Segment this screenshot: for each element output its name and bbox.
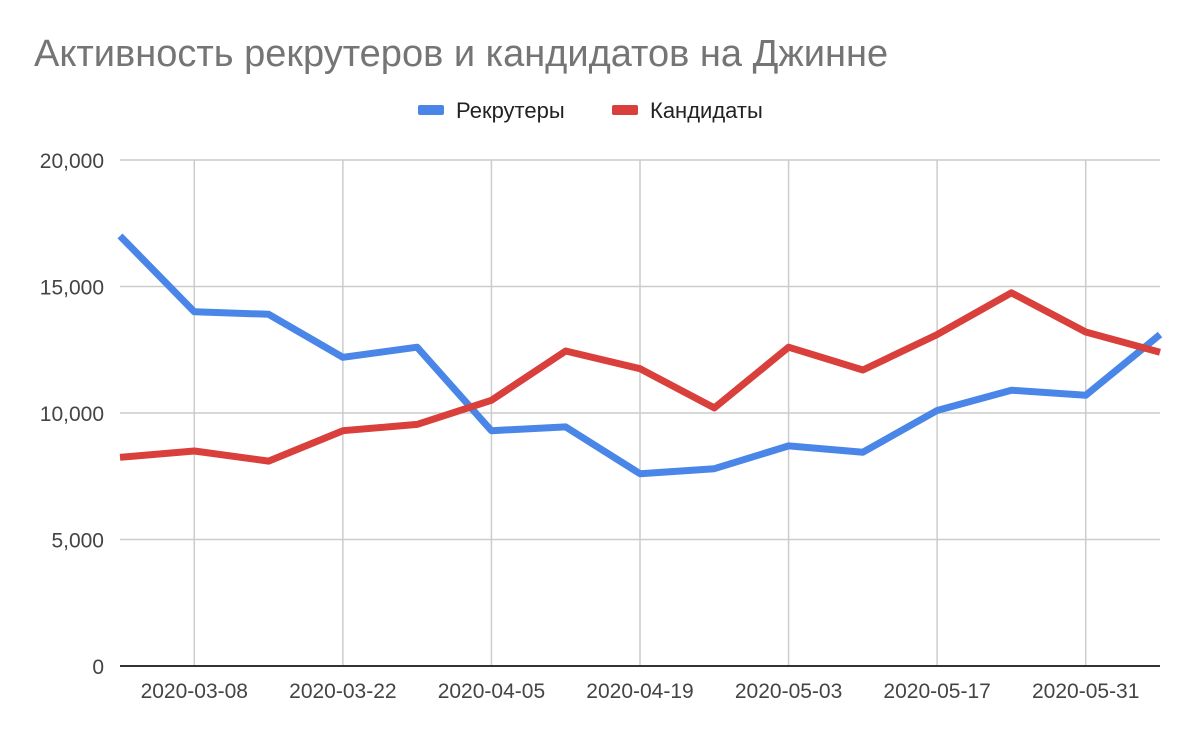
x-tick-label: 2020-05-31 — [1032, 680, 1139, 703]
y-tick-label: 0 — [92, 656, 104, 679]
legend-label: Кандидаты — [650, 98, 763, 123]
x-tick-label: 2020-05-17 — [883, 680, 990, 703]
series-line-2 — [119, 289, 1161, 465]
axes: 0 5,000 10,000 15,000 20,000 2020-03-08 2020-0… — [40, 150, 1160, 703]
legend: Рекрутеры Кандидаты — [418, 98, 763, 123]
legend-swatch — [612, 105, 638, 115]
y-tick-label: 20,000 — [40, 150, 104, 173]
series-lines — [117, 233, 1163, 478]
y-tick-label: 15,000 — [40, 277, 104, 300]
y-tick-label: 5,000 — [51, 530, 104, 553]
chart-title: Активность рекрутеров и кандидатов на Дж… — [34, 33, 888, 75]
x-tick-label: 2020-05-03 — [735, 680, 842, 703]
legend-label: Рекрутеры — [456, 98, 565, 123]
legend-swatch — [418, 105, 444, 115]
grid — [120, 159, 1160, 666]
x-tick-label: 2020-04-05 — [438, 680, 545, 703]
y-tick-label: 10,000 — [40, 403, 104, 426]
x-tick-label: 2020-03-08 — [141, 680, 248, 703]
series-line-1 — [117, 233, 1163, 478]
x-tick-label: 2020-03-22 — [289, 680, 396, 703]
x-tick-label: 2020-04-19 — [586, 680, 693, 703]
